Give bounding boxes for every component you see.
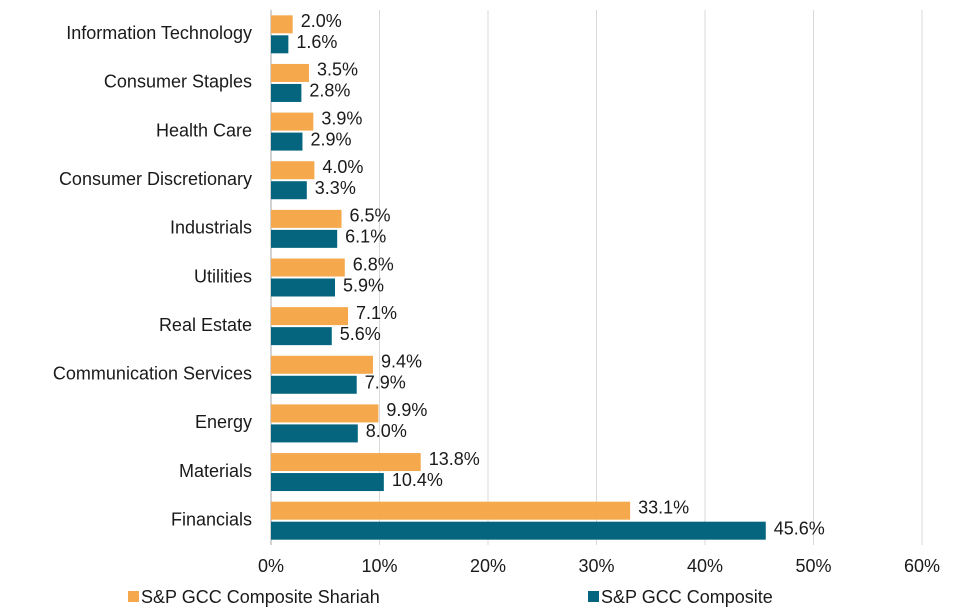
bar (271, 404, 379, 423)
y-tick-label: Materials (179, 461, 252, 481)
bar (271, 161, 315, 180)
data-label: 5.6% (340, 324, 381, 344)
data-label: 2.8% (309, 81, 350, 101)
data-label: 10.4% (392, 470, 443, 490)
x-tick-label: 40% (687, 556, 723, 576)
data-label: 6.5% (350, 206, 391, 226)
y-tick-label: Health Care (156, 120, 252, 140)
bar (271, 83, 302, 102)
x-tick-label: 10% (361, 556, 397, 576)
data-label: 7.9% (365, 373, 406, 393)
data-label: 4.0% (322, 157, 363, 177)
y-tick-label: Consumer Discretionary (59, 169, 252, 189)
bar (271, 355, 373, 374)
data-label: 9.9% (386, 400, 427, 420)
data-label: 3.5% (317, 60, 358, 80)
bar (271, 501, 631, 520)
y-tick-label: Consumer Staples (104, 72, 252, 92)
bar (271, 132, 303, 151)
y-tick-label: Utilities (194, 266, 252, 286)
x-tick-label: 20% (470, 556, 506, 576)
data-label: 3.3% (315, 178, 356, 198)
y-tick-label: Financials (171, 509, 252, 529)
data-label: 1.6% (296, 32, 337, 52)
bar (271, 424, 358, 443)
data-label: 8.0% (366, 421, 407, 441)
data-label: 6.8% (353, 254, 394, 274)
y-tick-label: Real Estate (159, 315, 252, 335)
bar (271, 63, 309, 82)
data-label: 6.1% (345, 227, 386, 247)
x-tick-label: 0% (258, 556, 284, 576)
data-label: 33.1% (638, 497, 689, 517)
data-label: 2.0% (301, 11, 342, 31)
y-tick-label: Information Technology (66, 23, 252, 43)
legend-swatch (588, 591, 599, 602)
data-label: 5.9% (343, 275, 384, 295)
bar (271, 453, 421, 472)
bar (271, 15, 293, 34)
y-tick-label: Energy (195, 412, 252, 432)
data-label: 7.1% (356, 303, 397, 323)
data-label: 9.4% (381, 352, 422, 372)
bar (271, 229, 338, 248)
x-tick-label: 60% (904, 556, 940, 576)
bar (271, 473, 384, 492)
bar (271, 258, 345, 277)
x-tick-label: 50% (795, 556, 831, 576)
x-tick-label: 30% (578, 556, 614, 576)
bar (271, 327, 332, 346)
bar (271, 307, 349, 326)
bar (271, 209, 342, 228)
data-label: 45.6% (774, 518, 825, 538)
bar (271, 521, 766, 540)
bar (271, 278, 336, 297)
data-label: 13.8% (429, 449, 480, 469)
bar (271, 112, 314, 131)
bar (271, 181, 307, 200)
bar (271, 375, 357, 394)
legend-label: S&P GCC Composite (601, 587, 773, 607)
legend-swatch (128, 591, 139, 602)
data-label: 2.9% (310, 129, 351, 149)
data-label: 3.9% (321, 108, 362, 128)
legend-label: S&P GCC Composite Shariah (141, 587, 380, 607)
bar (271, 35, 289, 54)
y-tick-label: Industrials (170, 218, 252, 238)
y-tick-label: Communication Services (53, 364, 252, 384)
